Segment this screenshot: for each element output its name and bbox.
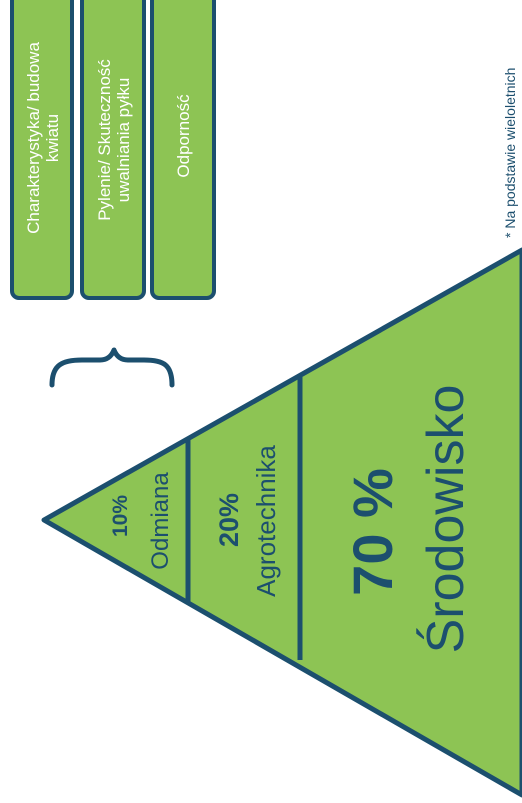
box-pylenie-line2: uwalniania pyłku (114, 78, 133, 203)
box-charakterystyka-line1: Charakterystyka/ budowa (24, 42, 43, 234)
level-odmiana-percent: 10% (109, 495, 132, 537)
level-agrotechnika-percent: 20% (214, 493, 244, 547)
brace-shape (49, 347, 175, 388)
pyramid-shape (41, 247, 522, 798)
footnote: * Na podstawie wieloletnich (502, 68, 518, 238)
box-pylenie (80, 0, 146, 300)
level-srodowisko-label: Środowisko (416, 385, 475, 654)
level-odmiana-label: Odmiana (147, 472, 174, 570)
box-odpornosc-line1: Odporność (174, 94, 193, 178)
level-srodowisko-percent: 70 % (341, 468, 404, 596)
box-charakterystyka (10, 0, 74, 300)
level-agrotechnika-label: Agrotechnika (251, 445, 281, 597)
box-charakterystyka-line2: kwiatu (43, 114, 62, 162)
box-odpornosc (150, 0, 216, 300)
box-pylenie-line1: Pylenie/ Skuteczność (95, 59, 114, 221)
